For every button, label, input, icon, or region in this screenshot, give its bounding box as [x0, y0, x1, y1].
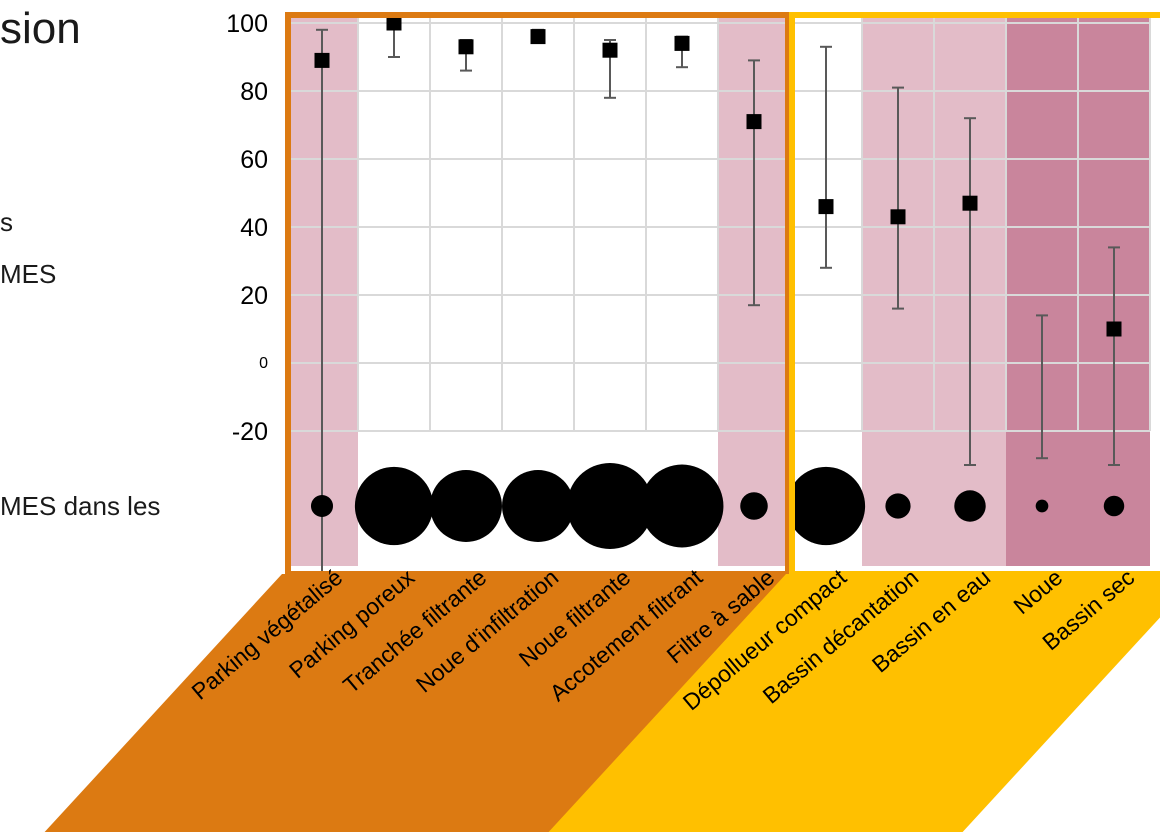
- mean-marker: [386, 15, 402, 31]
- sample-size-bubble: [310, 494, 334, 518]
- mean-marker: [890, 209, 906, 225]
- y-tick-label: 60: [240, 146, 268, 174]
- mean-marker: [530, 29, 546, 45]
- sample-size-bubble: [354, 466, 434, 546]
- category-group-band: [548, 574, 1160, 832]
- mean-marker: [746, 114, 762, 130]
- y-tick-label: 20: [240, 282, 268, 310]
- y-tick-label: 40: [240, 214, 268, 242]
- sample-size-bubble: [1035, 499, 1049, 513]
- mean-marker: [458, 39, 474, 55]
- y-tick-label: 100: [226, 10, 268, 38]
- sample-size-bubble: [640, 464, 724, 548]
- y-tick-label: -20: [232, 418, 268, 446]
- sample-size-bubble: [954, 490, 986, 522]
- slide-text-fragment-3: MES dans les: [0, 491, 161, 521]
- category-group-frame: [789, 12, 1160, 577]
- sample-size-bubble: [786, 466, 866, 546]
- sample-size-bubble: [740, 492, 768, 520]
- y-tick-label: 80: [240, 78, 268, 106]
- category-group-frame: [285, 12, 791, 577]
- category-group-band: [44, 574, 790, 832]
- sample-size-bubble: [430, 470, 502, 542]
- slide-text-fragment-1: s: [0, 207, 13, 237]
- slide-title-fragment: sion: [0, 4, 81, 53]
- sample-size-bubble: [1103, 495, 1125, 517]
- mean-marker: [674, 35, 690, 51]
- mean-marker: [602, 42, 618, 58]
- mean-marker: [962, 195, 978, 211]
- category-band: [1006, 18, 1078, 566]
- mean-marker: [818, 199, 834, 215]
- mean-marker: [1106, 321, 1122, 337]
- mean-marker: [314, 52, 330, 68]
- y-tick-label: 0: [259, 355, 268, 372]
- sample-size-bubble: [567, 463, 653, 549]
- sample-size-bubble: [885, 493, 911, 519]
- sample-size-bubble: [502, 470, 574, 542]
- slide-text-fragment-2: MES: [0, 259, 57, 289]
